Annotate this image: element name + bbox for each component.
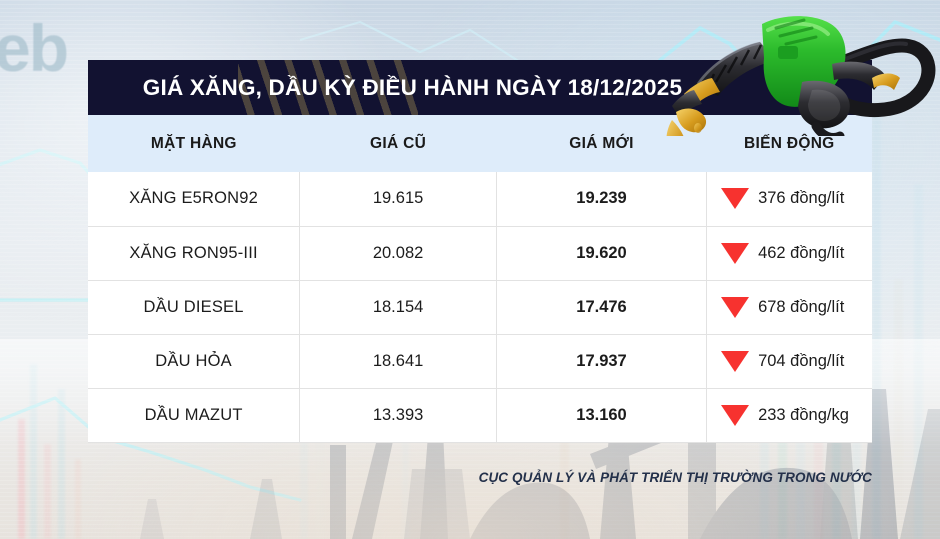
cell-old-price: 18.641 bbox=[299, 333, 497, 388]
cell-item: DẦU MAZUT bbox=[88, 387, 301, 443]
column-header-item: MẶT HÀNG bbox=[88, 115, 300, 172]
cell-old-price: 18.154 bbox=[299, 279, 497, 334]
cell-change: 704 đồng/lít bbox=[706, 333, 872, 388]
cell-change: 376 đồng/lít bbox=[706, 172, 872, 226]
change-value: 704 đồng/lít bbox=[758, 351, 845, 370]
table-row: DẦU HỎA 18.641 17.937 704 đồng/lít bbox=[88, 333, 872, 388]
cell-old-price: 13.393 bbox=[299, 387, 497, 443]
arrow-down-icon bbox=[721, 296, 750, 318]
table-row: XĂNG E5RON92 19.615 19.239 376 đồng/lít bbox=[88, 172, 872, 226]
change-value: 678 đồng/lít bbox=[758, 297, 845, 316]
cell-change: 678 đồng/lít bbox=[706, 279, 872, 334]
arrow-down-icon bbox=[721, 242, 750, 264]
title-bar: GIÁ XĂNG, DẦU KỲ ĐIỀU HÀNH NGÀY 18/12/20… bbox=[88, 60, 872, 115]
arrow-down-icon bbox=[721, 350, 750, 372]
cell-item: XĂNG RON95-III bbox=[88, 225, 301, 280]
cell-old-price: 19.615 bbox=[299, 172, 497, 226]
cell-new-price: 17.476 bbox=[496, 279, 708, 334]
column-header-new-price: GIÁ MỚI bbox=[496, 115, 707, 172]
title-bar-stripes-decoration bbox=[238, 60, 418, 115]
background-watermark-text: eb bbox=[0, 11, 69, 85]
change-value: 233 đồng/kg bbox=[758, 405, 849, 424]
page-title: GIÁ XĂNG, DẦU KỲ ĐIỀU HÀNH NGÀY 18/12/20… bbox=[142, 74, 683, 100]
table-row: DẦU MAZUT 13.393 13.160 233 đồng/kg bbox=[88, 387, 872, 443]
change-value: 376 đồng/lít bbox=[758, 189, 845, 208]
arrow-down-icon bbox=[721, 188, 750, 210]
column-header-change: BIẾN ĐỘNG bbox=[706, 115, 872, 172]
cell-item: XĂNG E5RON92 bbox=[88, 172, 301, 226]
cell-change: 233 đồng/kg bbox=[706, 387, 872, 443]
fuel-price-table: MẶT HÀNG GIÁ CŨ GIÁ MỚI BIẾN ĐỘNG XĂNG E… bbox=[88, 115, 872, 443]
cell-new-price: 19.239 bbox=[496, 172, 708, 226]
change-value: 462 đồng/lít bbox=[758, 243, 845, 262]
cell-change: 462 đồng/lít bbox=[706, 225, 872, 280]
cell-item: DẦU DIESEL bbox=[88, 279, 301, 334]
arrow-down-icon bbox=[721, 404, 750, 426]
price-table-card: GIÁ XĂNG, DẦU KỲ ĐIỀU HÀNH NGÀY 18/12/20… bbox=[88, 60, 872, 443]
cell-old-price: 20.082 bbox=[299, 225, 497, 280]
table-header-row: MẶT HÀNG GIÁ CŨ GIÁ MỚI BIẾN ĐỘNG bbox=[88, 115, 872, 172]
table-row: XĂNG RON95-III 20.082 19.620 462 đồng/lí… bbox=[88, 225, 872, 280]
cell-new-price: 17.937 bbox=[496, 333, 708, 388]
cell-new-price: 13.160 bbox=[496, 387, 708, 443]
footer-source: CỤC QUẢN LÝ VÀ PHÁT TRIỂN THỊ TRƯỜNG TRO… bbox=[478, 470, 872, 485]
cell-new-price: 19.620 bbox=[496, 225, 708, 280]
cell-item: DẦU HỎA bbox=[88, 333, 301, 388]
table-row: DẦU DIESEL 18.154 17.476 678 đồng/lít bbox=[88, 279, 872, 334]
column-header-old-price: GIÁ CŨ bbox=[299, 115, 497, 172]
